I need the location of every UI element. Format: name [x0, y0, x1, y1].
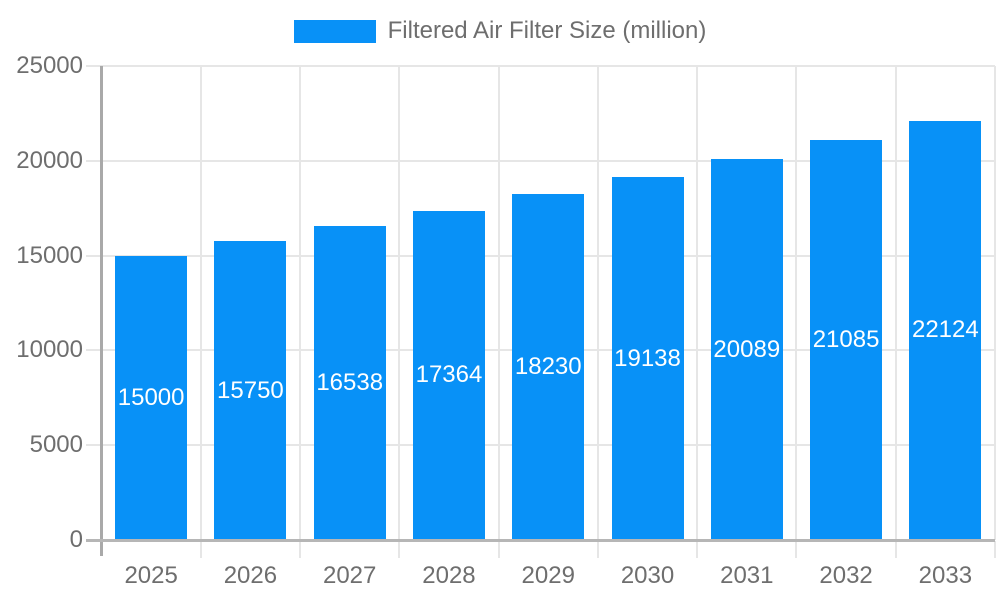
bar-value-label: 15000	[117, 383, 185, 411]
gridline-vertical	[596, 66, 599, 540]
y-tick-label: 10000	[16, 336, 83, 364]
bar-value-label: 15750	[217, 376, 284, 404]
y-axis-tick	[86, 444, 102, 447]
y-axis-tick	[86, 254, 102, 257]
gridline-vertical	[398, 66, 401, 540]
legend-label: Filtered Air Filter Size (million)	[387, 17, 707, 44]
x-axis-tick	[398, 541, 401, 558]
x-axis-tick	[199, 541, 202, 558]
x-axis-baseline	[86, 539, 995, 542]
x-axis-tick	[894, 541, 897, 558]
x-tick-label: 2025	[124, 562, 178, 589]
y-axis-line	[99, 66, 103, 556]
bar	[412, 210, 485, 540]
bar-value-label: 21085	[812, 326, 880, 354]
bar-value-label: 16538	[316, 369, 384, 397]
gridline-horizontal	[101, 159, 995, 162]
bar	[512, 194, 585, 540]
y-tick-label: 25000	[16, 52, 83, 79]
gridline-vertical	[795, 66, 798, 540]
x-tick-label: 2031	[720, 562, 774, 589]
gridline-vertical	[199, 66, 202, 540]
x-tick-label: 2033	[918, 562, 973, 589]
bar-value-label: 18230	[514, 353, 582, 381]
x-axis-tick	[994, 541, 996, 558]
y-axis-tick	[86, 159, 102, 162]
x-axis-tick	[596, 541, 599, 558]
gridline-horizontal	[101, 65, 995, 67]
gridline-vertical	[994, 66, 996, 540]
x-axis-tick	[497, 541, 500, 558]
x-tick-label: 2027	[322, 562, 377, 589]
x-axis-tick	[299, 541, 302, 558]
bar	[115, 255, 188, 540]
gridline-vertical	[696, 66, 699, 540]
y-tick-label: 0	[69, 526, 83, 553]
bar-value-label: 20089	[713, 335, 781, 363]
x-tick-label: 2028	[422, 562, 476, 589]
bar	[710, 159, 783, 540]
bar	[810, 140, 883, 540]
bar	[313, 226, 386, 540]
bar-value-label: 19138	[614, 344, 681, 372]
gridline-vertical	[299, 66, 302, 540]
bar	[611, 177, 684, 540]
y-tick-label: 15000	[16, 241, 83, 269]
y-axis-tick	[86, 349, 102, 352]
bar-value-label: 22124	[911, 316, 979, 344]
x-axis-tick	[795, 541, 798, 558]
y-tick-label: 5000	[29, 431, 83, 459]
y-tick-label: 20000	[16, 146, 83, 174]
x-tick-label: 2026	[223, 562, 278, 589]
legend[interactable]: Filtered Air Filter Size (million)	[0, 17, 1000, 45]
y-axis-tick	[86, 65, 102, 67]
gridline-vertical	[497, 66, 500, 540]
x-tick-label: 2029	[521, 562, 575, 589]
x-tick-label: 2032	[819, 562, 873, 589]
x-tick-label: 2030	[620, 562, 675, 589]
bar-value-label: 17364	[415, 361, 483, 389]
bar	[214, 241, 287, 540]
gridline-vertical	[894, 66, 897, 540]
legend-swatch-icon	[293, 19, 376, 43]
bar	[909, 120, 982, 540]
x-axis-tick	[696, 541, 699, 558]
